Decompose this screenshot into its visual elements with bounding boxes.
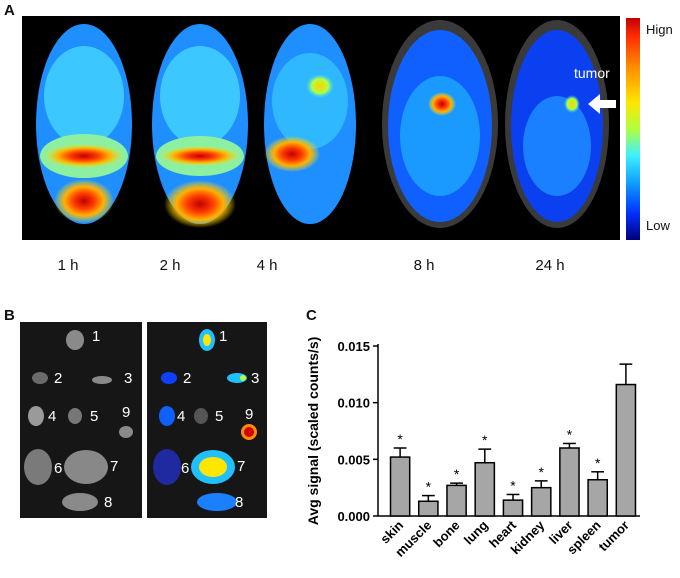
tumor-arrow-icon	[588, 94, 616, 114]
organ-number: 3	[124, 370, 133, 387]
mouse-4h	[264, 24, 356, 224]
organ-number: 4	[48, 408, 57, 425]
panel-label-c: C	[306, 307, 317, 324]
significance-star: *	[454, 466, 460, 482]
mouse-24h	[505, 20, 609, 228]
y-tick-label: 0.010	[337, 396, 370, 411]
timepoint-label: 8 h	[413, 257, 435, 274]
timepoint-label: 1 h	[57, 257, 79, 274]
organs-fluorescence	[153, 329, 257, 511]
bar	[417, 500, 439, 517]
x-tick-label: bone	[430, 518, 463, 551]
whole-body-imaging-strip: tumor	[22, 16, 620, 240]
mouse-images: tumor	[36, 20, 616, 228]
y-tick-label: 0.005	[337, 452, 370, 467]
organ-number: 9	[122, 404, 131, 421]
y-axis-label: Avg signal (scaled counts/s)	[305, 337, 321, 526]
bar	[587, 478, 609, 517]
timepoint-label: 2 h	[159, 257, 181, 274]
organ-number: 9	[245, 406, 254, 423]
organ-number: 6	[181, 460, 190, 477]
significance-star: *	[538, 464, 544, 480]
x-tick-label: tumor	[595, 518, 632, 555]
bar	[389, 456, 411, 517]
mouse-2h	[152, 24, 248, 228]
significance-star: *	[482, 432, 488, 448]
organ-number: 4	[177, 408, 186, 425]
organs-photo-panel: 1 2 3 4 5 9 6 7 8	[20, 322, 142, 518]
significance-star: *	[397, 431, 403, 447]
intensity-scale-bar	[626, 18, 640, 240]
timepoint-label: 4 h	[256, 257, 278, 274]
y-tick-label: 0.015	[337, 339, 370, 354]
significance-star: *	[567, 426, 573, 442]
mouse-8h	[382, 20, 498, 228]
x-tick-label: lung	[461, 517, 491, 547]
y-tick-label: 0.000	[337, 509, 370, 524]
organ-number: 1	[92, 328, 101, 345]
organ-number: 5	[90, 408, 99, 425]
scale-high-label: Hign	[646, 22, 673, 37]
organ-number: 5	[215, 408, 224, 425]
mouse-1h	[36, 24, 132, 224]
bar	[530, 486, 552, 517]
biodistribution-chart: 0.000 0.005 0.010 0.015 Avg signal (scaled c…	[300, 318, 678, 573]
scale-low-label: Low	[646, 218, 670, 233]
tumor-annotation: tumor	[574, 65, 610, 81]
significance-star: *	[595, 455, 601, 471]
organ-number: 1	[219, 328, 228, 345]
bar	[559, 447, 580, 517]
organ-number: 7	[110, 458, 119, 475]
organ-number: 3	[251, 370, 260, 387]
organs-fluorescence-panel: 1 2 3 4 5 9 6 7 8	[147, 322, 267, 518]
organ-number: 8	[104, 494, 113, 511]
bar	[446, 484, 467, 517]
bar	[474, 461, 496, 517]
organs-photo	[24, 330, 133, 511]
organ-number: 2	[183, 370, 192, 387]
organ-number: 2	[54, 370, 63, 387]
significance-star: *	[426, 479, 432, 495]
bar	[615, 383, 637, 517]
bar	[502, 499, 524, 517]
significance-star: *	[510, 477, 516, 493]
timepoint-label: 24 h	[535, 257, 565, 274]
panel-label-b: B	[4, 307, 15, 324]
organ-number: 7	[237, 458, 246, 475]
organ-number: 6	[54, 460, 63, 477]
bar-chart-svg: 0.000 0.005 0.010 0.015 Avg signal (scaled c…	[305, 337, 640, 560]
organ-number: 8	[235, 494, 244, 511]
panel-label-a: A	[4, 2, 15, 19]
